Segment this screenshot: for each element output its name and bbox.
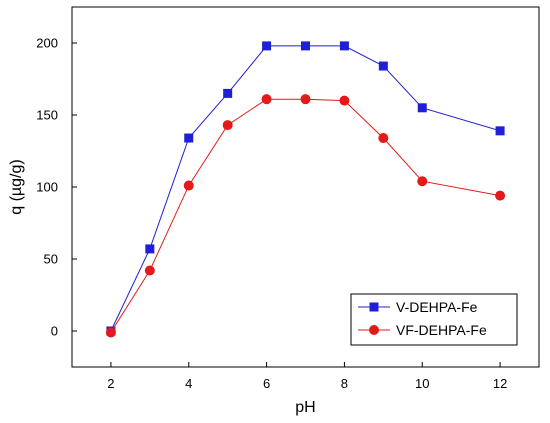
data-point-vf-dehpa-fe <box>378 133 389 144</box>
x-tick-label: 10 <box>415 376 429 391</box>
data-point-vf-dehpa-fe <box>417 176 428 187</box>
y-tick-label: 200 <box>36 36 58 51</box>
x-tick-label: 8 <box>341 376 348 391</box>
x-tick-label: 2 <box>107 376 114 391</box>
x-tick-label: 12 <box>493 376 507 391</box>
data-point-vf-dehpa-fe <box>261 94 272 105</box>
data-point-vf-dehpa-fe <box>183 180 194 191</box>
x-axis-title: pH <box>295 399 315 416</box>
data-point-v-dehpa-fe <box>339 41 349 51</box>
data-point-v-dehpa-fe <box>495 126 505 136</box>
series-v-dehpa-fe <box>106 41 505 336</box>
data-point-v-dehpa-fe <box>262 41 272 51</box>
legend-marker-vf-dehpa-fe <box>369 325 379 335</box>
x-tick-label: 4 <box>185 376 192 391</box>
y-tick-label: 50 <box>44 252 58 267</box>
series-line-vf-dehpa-fe <box>110 98 501 333</box>
legend-label-vf-dehpa-fe: VF-DEHPA-Fe <box>396 322 487 338</box>
series-line-v-dehpa-fe <box>110 45 501 332</box>
data-point-vf-dehpa-fe <box>222 120 233 131</box>
y-tick-label: 100 <box>36 180 58 195</box>
legend-box <box>350 293 518 346</box>
series-layer <box>105 41 506 338</box>
data-point-v-dehpa-fe <box>417 103 427 113</box>
data-point-vf-dehpa-fe <box>105 327 116 338</box>
y-tick-label: 0 <box>51 324 58 339</box>
data-point-vf-dehpa-fe <box>144 265 155 276</box>
legend-label-v-dehpa-fe: V-DEHPA-Fe <box>396 299 478 315</box>
x-tick-label: 6 <box>263 376 270 391</box>
legend: V-DEHPA-Fe VF-DEHPA-Fe <box>350 293 518 346</box>
data-point-v-dehpa-fe <box>145 244 155 254</box>
data-point-v-dehpa-fe <box>223 88 233 98</box>
series-vf-dehpa-fe <box>105 94 506 338</box>
data-point-v-dehpa-fe <box>184 133 194 143</box>
legend-marker-v-dehpa-fe <box>369 302 379 312</box>
data-point-vf-dehpa-fe <box>300 94 311 105</box>
data-point-v-dehpa-fe <box>378 61 388 71</box>
data-point-v-dehpa-fe <box>301 41 310 51</box>
ticks: 2 4 6 8 10 12 0 50 100 150 200 <box>36 36 507 392</box>
data-point-vf-dehpa-fe <box>495 190 506 201</box>
y-axis-title: q (µg/g) <box>8 159 25 214</box>
y-tick-label: 150 <box>36 108 58 123</box>
data-point-vf-dehpa-fe <box>339 95 350 106</box>
